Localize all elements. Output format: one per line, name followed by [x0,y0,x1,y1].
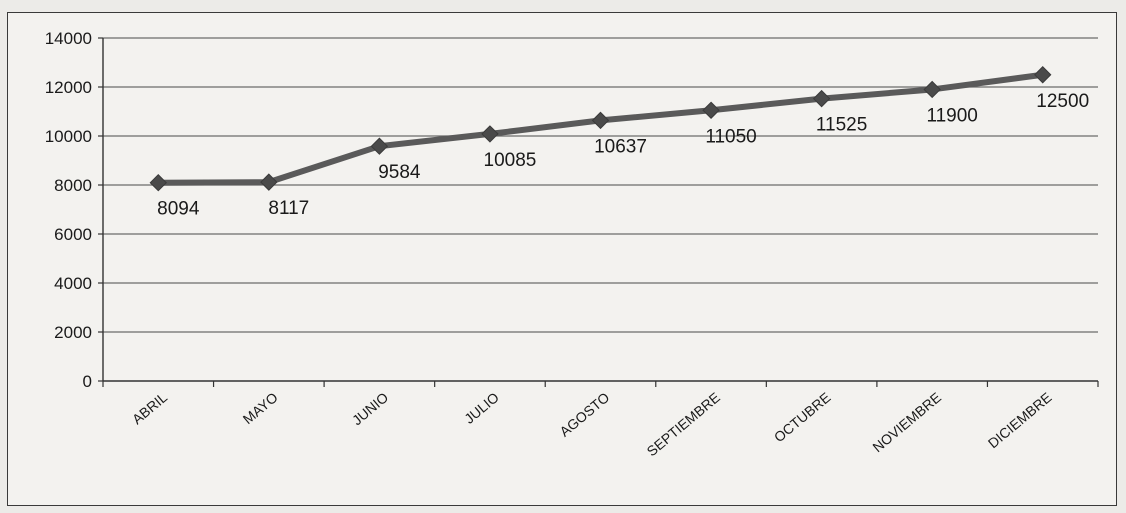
y-tick-label: 8000 [54,176,92,195]
data-point-marker [149,173,167,192]
x-category-label: SEPTIEMBRE [644,389,723,459]
x-category-label: MAYO [240,389,281,427]
y-tick-label: 10000 [45,127,92,146]
data-point-marker [1034,66,1052,84]
data-point-marker [370,137,389,155]
x-category-label: JULIO [461,389,502,427]
x-category-label: AGOSTO [556,389,612,440]
data-point-marker [923,80,941,99]
data-point-marker [591,111,610,130]
data-point-marker [812,89,831,108]
y-tick-label: 2000 [54,323,92,342]
x-category-label: DICIEMBRE [985,389,1055,451]
series-markers [149,66,1052,192]
x-category-label: JUNIO [349,389,392,428]
data-label: 8117 [268,198,309,219]
x-category-label: OCTUBRE [771,389,834,445]
axes [102,38,1098,382]
data-point-marker [260,173,278,191]
y-axis-ticks: 0 2000 4000 6000 8000 10000 12000 14000 [45,29,103,391]
y-tick-label: 14000 [45,29,92,48]
data-label: 9584 [378,162,421,183]
data-labels: 8094 8117 9584 10085 10637 11050 11525 11900 125… [157,91,1089,220]
y-tick-label: 6000 [54,225,92,244]
y-tick-label: 4000 [54,274,92,293]
data-label: 10085 [484,150,537,171]
x-category-label: NOVIEMBRE [869,389,944,455]
data-point-marker [702,101,720,119]
data-label: 8094 [157,199,200,220]
x-category-label: ABRIL [129,389,170,427]
data-point-marker [481,125,499,143]
y-tick-label: 12000 [45,78,92,97]
data-label: 12500 [1036,91,1089,112]
y-tick-label: 0 [83,372,92,391]
data-label: 11050 [705,126,756,147]
data-label: 10637 [594,136,647,157]
x-axis-ticks: ABRIL MAYO JUNIO JULIO AGOSTO SEPTIEMBRE OCTUB… [102,381,1099,459]
data-label: 11525 [816,115,867,136]
data-label: 11900 [926,105,977,126]
